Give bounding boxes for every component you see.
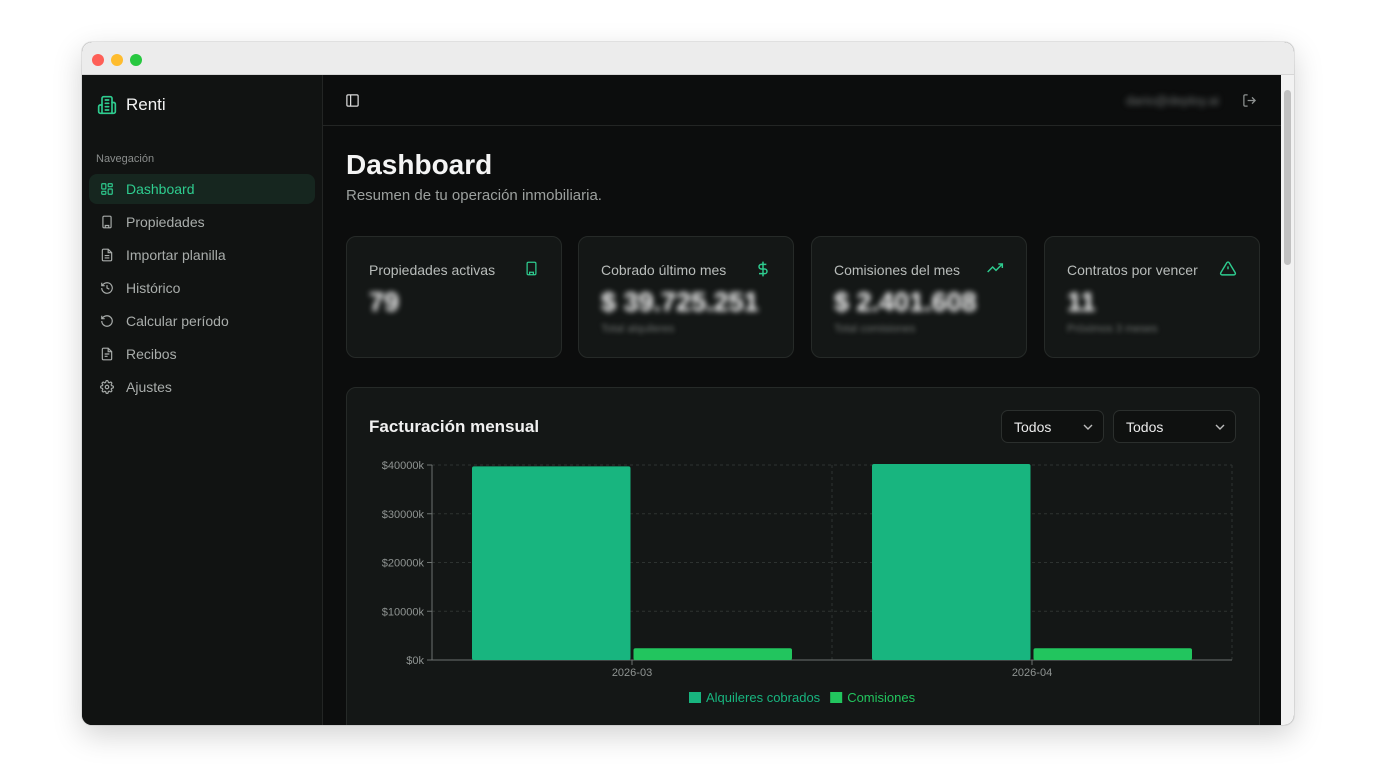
file-icon bbox=[101, 248, 113, 262]
y-tick-label: $10000k bbox=[382, 606, 425, 618]
sidebar-item-dashboard[interactable]: Dashboard bbox=[89, 174, 315, 204]
chart-panel: Facturación mensual Todos Todos $0k $1000… bbox=[346, 387, 1260, 725]
sidebar-item-label: Dashboard bbox=[126, 181, 195, 197]
legend-swatch bbox=[830, 692, 843, 703]
legend-label: Comisiones bbox=[847, 690, 915, 705]
y-tick-label: $40000k bbox=[382, 460, 425, 472]
sidebar-item-label: Importar planilla bbox=[126, 247, 226, 263]
topbar: dario@deploy.ai bbox=[323, 75, 1281, 126]
stat-card-propiedades: Propiedades activas 79 bbox=[346, 236, 562, 358]
building-icon bbox=[526, 261, 537, 276]
chart-title: Facturación mensual bbox=[369, 417, 540, 436]
card-value: 79 bbox=[369, 287, 400, 317]
card-note: Total comisiones bbox=[834, 323, 916, 335]
building-logo-icon bbox=[97, 95, 117, 115]
select-value: Todos bbox=[1126, 418, 1164, 435]
scrollbar[interactable] bbox=[1281, 75, 1294, 725]
dollar-icon bbox=[758, 261, 768, 277]
logout-icon[interactable] bbox=[1242, 93, 1257, 108]
y-tick-label: $30000k bbox=[382, 509, 425, 521]
sidebar-item-historico[interactable]: Histórico bbox=[89, 273, 315, 303]
sidebar-item-label: Histórico bbox=[126, 280, 181, 296]
close-window-button[interactable] bbox=[92, 54, 104, 66]
card-note: Total alquileres bbox=[601, 323, 675, 335]
x-tick-label: 2026-03 bbox=[612, 667, 652, 679]
filter-select-1[interactable]: Todos bbox=[1001, 410, 1104, 443]
chevron-down-icon bbox=[1215, 424, 1225, 430]
maximize-window-button[interactable] bbox=[130, 54, 142, 66]
stat-card-contratos: Contratos por vencer 11 Próximos 3 meses bbox=[1044, 236, 1260, 358]
app-window: Renti Navegación Dashboard Propiedades I… bbox=[82, 42, 1294, 725]
card-label: Propiedades activas bbox=[369, 262, 496, 278]
x-tick-label: 2026-04 bbox=[1012, 667, 1052, 679]
filter-select-2[interactable]: Todos bbox=[1113, 410, 1236, 443]
building-icon bbox=[102, 215, 112, 229]
history-icon bbox=[101, 282, 113, 294]
trending-up-icon bbox=[987, 263, 1004, 273]
sidebar-item-ajustes[interactable]: Ajustes bbox=[89, 372, 315, 402]
gear-icon bbox=[100, 380, 114, 394]
sidebar-item-recibos[interactable]: Recibos bbox=[89, 339, 315, 369]
bar bbox=[1033, 648, 1192, 660]
stat-card-comisiones: Comisiones del mes $ 2.401.608 Total com… bbox=[811, 236, 1027, 358]
nav-section-title: Navegación bbox=[96, 153, 155, 165]
card-label: Cobrado último mes bbox=[601, 262, 727, 278]
refresh-icon bbox=[101, 315, 113, 327]
main-content: dario@deploy.ai Dashboard Resumen de tu … bbox=[323, 75, 1281, 725]
page-subtitle: Resumen de tu operación inmobiliaria. bbox=[346, 187, 602, 204]
receipt-icon bbox=[101, 347, 113, 361]
sidebar-item-label: Propiedades bbox=[126, 214, 205, 230]
bar bbox=[633, 648, 792, 660]
grid-icon bbox=[101, 183, 113, 195]
sidebar: Renti Navegación Dashboard Propiedades I… bbox=[82, 75, 323, 725]
sidebar-item-propiedades[interactable]: Propiedades bbox=[89, 207, 315, 237]
legend-swatch bbox=[689, 692, 701, 703]
sidebar-item-label: Recibos bbox=[126, 346, 177, 362]
bar bbox=[472, 466, 631, 660]
chevron-down-icon bbox=[1083, 424, 1093, 430]
bar bbox=[872, 464, 1031, 660]
sidebar-item-label: Calcular período bbox=[126, 313, 229, 329]
bar-chart: $0k $10000k $20000k $30000k $40000k 2026-03 20… bbox=[382, 460, 1233, 705]
y-tick-label: $0k bbox=[406, 655, 424, 667]
card-label: Comisiones del mes bbox=[834, 262, 961, 278]
brand[interactable]: Renti bbox=[97, 95, 166, 115]
sidebar-item-calcular-periodo[interactable]: Calcular período bbox=[89, 306, 315, 336]
alert-triangle-icon bbox=[1219, 261, 1237, 276]
card-note: Próximos 3 meses bbox=[1067, 323, 1158, 335]
minimize-window-button[interactable] bbox=[111, 54, 123, 66]
sidebar-toggle-icon[interactable] bbox=[345, 93, 360, 108]
window-titlebar bbox=[82, 42, 1294, 75]
sidebar-item-label: Ajustes bbox=[126, 379, 172, 395]
select-value: Todos bbox=[1014, 418, 1052, 435]
card-value: $ 39.725.251 bbox=[601, 287, 759, 317]
card-value: 11 bbox=[1067, 287, 1096, 317]
card-value: $ 2.401.608 bbox=[834, 287, 977, 317]
page-title: Dashboard bbox=[346, 149, 493, 180]
stat-card-cobrado: Cobrado último mes $ 39.725.251 Total al… bbox=[578, 236, 794, 358]
scrollbar-thumb[interactable] bbox=[1284, 90, 1291, 265]
sidebar-nav: Dashboard Propiedades Importar planilla … bbox=[89, 174, 315, 405]
user-email: dario@deploy.ai bbox=[1125, 93, 1219, 108]
legend-label: Alquileres cobrados bbox=[706, 690, 821, 705]
y-tick-label: $20000k bbox=[382, 558, 425, 570]
sidebar-item-importar-planilla[interactable]: Importar planilla bbox=[89, 240, 315, 270]
card-label: Contratos por vencer bbox=[1067, 262, 1198, 278]
app-name: Renti bbox=[126, 95, 166, 114]
